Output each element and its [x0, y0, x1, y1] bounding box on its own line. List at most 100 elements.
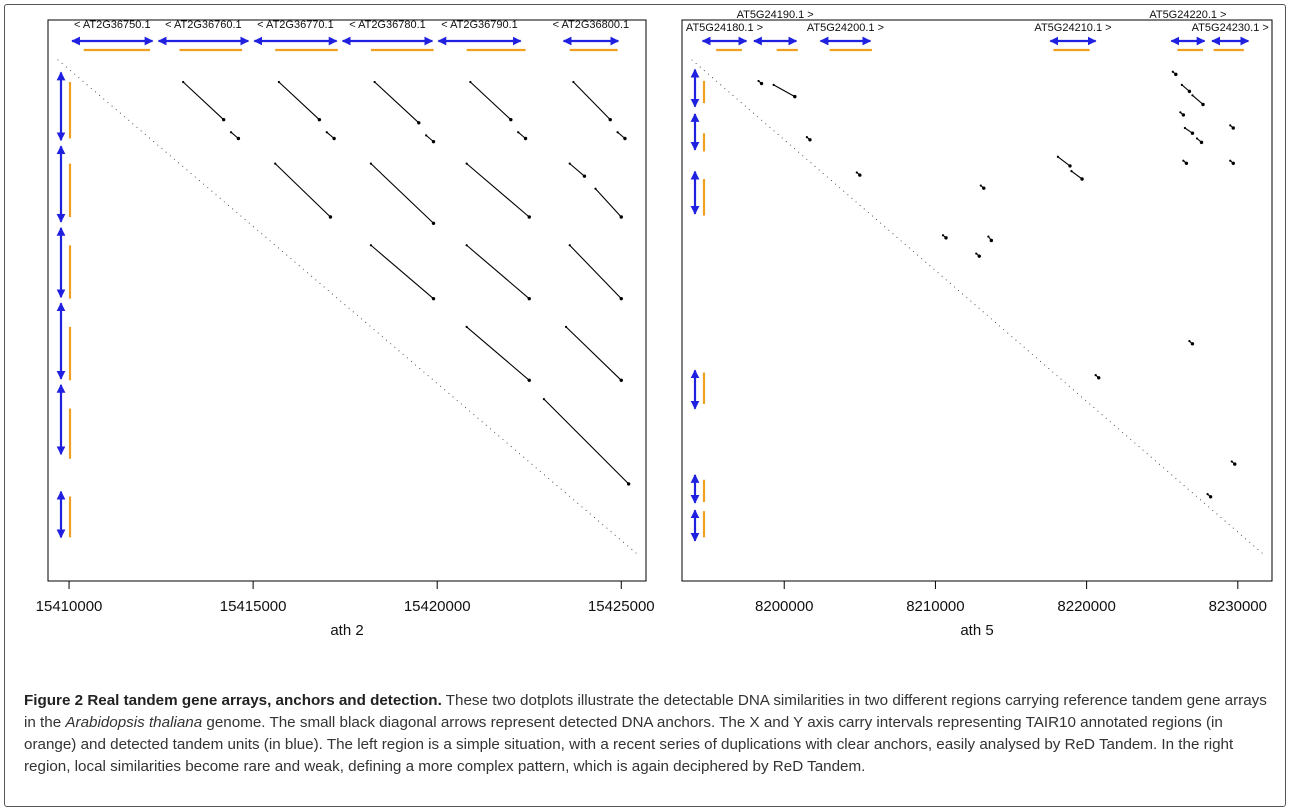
- self-diagonal-dot: [1056, 375, 1058, 377]
- self-diagonal-dot: [514, 449, 516, 451]
- self-diagonal-dot: [966, 297, 968, 299]
- self-diagonal-dot: [219, 197, 221, 199]
- plot-border: [681, 19, 1273, 582]
- self-diagonal-dot: [1224, 520, 1226, 522]
- self-diagonal-dot: [999, 325, 1001, 327]
- self-diagonal-dot: [128, 119, 130, 121]
- self-diagonal-dot: [921, 258, 923, 260]
- self-diagonal-dot: [273, 243, 275, 245]
- anchor-start: [229, 131, 233, 134]
- self-diagonal-dot: [298, 265, 300, 267]
- anchor-start: [616, 131, 619, 134]
- self-diagonal-dot: [834, 183, 837, 185]
- self-diagonal-dot: [494, 431, 496, 433]
- self-diagonal-dot: [552, 481, 554, 483]
- anchor-arrow: [182, 81, 225, 121]
- anchor-start: [1182, 159, 1185, 162]
- gene-label: < AT2G36760.1: [165, 19, 242, 31]
- self-diagonal-dot: [765, 123, 767, 125]
- plot-border: [47, 19, 647, 582]
- anchor-tip: [1187, 89, 1192, 94]
- anchor-tip: [759, 81, 764, 86]
- anchor-arrow: [569, 244, 622, 300]
- self-diagonal-dot: [69, 70, 72, 72]
- anchor-start: [1180, 83, 1183, 86]
- anchor-start: [1171, 70, 1174, 73]
- self-diagonal-dot: [1191, 492, 1193, 494]
- self-diagonal-dot: [261, 233, 263, 235]
- self-diagonal-dot: [716, 80, 718, 82]
- anchor-tip: [626, 482, 631, 486]
- anchor-start: [979, 184, 982, 187]
- gene-label: AT5G24210.1 >: [1034, 22, 1111, 34]
- caption-text-1: These two dotplots illustrate the detect…: [24, 692, 1267, 731]
- self-diagonal-dot: [144, 133, 146, 136]
- anchor-tip: [431, 139, 436, 144]
- self-diagonal-dot: [1068, 385, 1070, 387]
- anchor-start: [1183, 126, 1186, 130]
- self-diagonal-dot: [1183, 485, 1185, 487]
- self-diagonal-dot: [252, 226, 254, 228]
- self-diagonal-dot: [473, 414, 475, 416]
- x-axis-label: ath 2: [330, 622, 363, 639]
- self-diagonal-dot: [757, 116, 759, 118]
- self-diagonal-dot: [319, 282, 321, 284]
- self-diagonal-dot: [244, 219, 246, 221]
- anchor-tip: [982, 186, 986, 190]
- self-diagonal-dot: [1142, 449, 1144, 451]
- self-diagonal-dot: [610, 531, 612, 533]
- self-diagonal-dot: [107, 102, 109, 104]
- self-diagonal-dot: [527, 460, 529, 462]
- anchor-tip: [808, 138, 812, 142]
- anchor-start: [1188, 340, 1191, 343]
- anchor-start: [772, 83, 775, 86]
- gene-label: AT5G24190.1 >: [737, 9, 814, 21]
- self-diagonal-dot: [157, 144, 159, 146]
- self-diagonal-dot: [265, 236, 267, 238]
- self-diagonal-dot: [560, 488, 562, 490]
- self-diagonal-dot: [1019, 343, 1021, 345]
- self-diagonal-dot: [785, 141, 787, 143]
- gene-label: < AT2G36790.1: [441, 19, 518, 31]
- self-diagonal-dot: [822, 172, 824, 175]
- self-diagonal-dot: [440, 385, 442, 387]
- anchor-tip: [989, 238, 994, 243]
- gene-label: AT5G24180.1 >: [686, 22, 763, 34]
- self-diagonal-dot: [711, 77, 714, 79]
- anchor-tip: [977, 254, 981, 258]
- self-diagonal-dot: [810, 162, 812, 164]
- self-diagonal-dot: [1175, 477, 1177, 480]
- self-diagonal-dot: [1216, 513, 1218, 515]
- self-diagonal-dot: [1122, 431, 1124, 433]
- self-diagonal-dot: [57, 59, 59, 61]
- self-diagonal-dot: [1015, 339, 1017, 341]
- anchor-start: [1179, 111, 1182, 114]
- anchor-start: [855, 171, 858, 174]
- self-diagonal-dot: [336, 297, 338, 299]
- self-diagonal-dot: [161, 148, 163, 150]
- anchor-tip: [1097, 376, 1101, 380]
- self-diagonal-dot: [165, 151, 167, 153]
- self-diagonal-dot: [460, 403, 462, 405]
- self-diagonal-dot: [211, 190, 213, 192]
- self-diagonal-dot: [423, 371, 425, 373]
- self-diagonal-dot: [340, 300, 342, 302]
- anchor-start: [594, 187, 597, 190]
- self-diagonal-dot: [1232, 527, 1234, 529]
- self-diagonal-dot: [606, 527, 608, 529]
- anchor-tip: [236, 136, 241, 141]
- x-tick-label: 15410000: [36, 598, 103, 615]
- self-diagonal-dot: [1171, 474, 1173, 476]
- self-diagonal-dot: [1076, 392, 1079, 394]
- gene-label: AT5G24200.1 >: [807, 22, 884, 34]
- self-diagonal-dot: [781, 137, 783, 139]
- self-diagonal-dot: [1146, 453, 1148, 455]
- self-diagonal-dot: [1023, 346, 1025, 348]
- anchor-tip: [1190, 342, 1195, 346]
- self-diagonal-dot: [1048, 368, 1050, 370]
- anchor-arrow: [274, 163, 331, 218]
- self-diagonal-dot: [602, 524, 604, 526]
- anchor-tip: [509, 117, 513, 122]
- self-diagonal-dot: [178, 162, 180, 164]
- self-diagonal-dot: [323, 286, 325, 288]
